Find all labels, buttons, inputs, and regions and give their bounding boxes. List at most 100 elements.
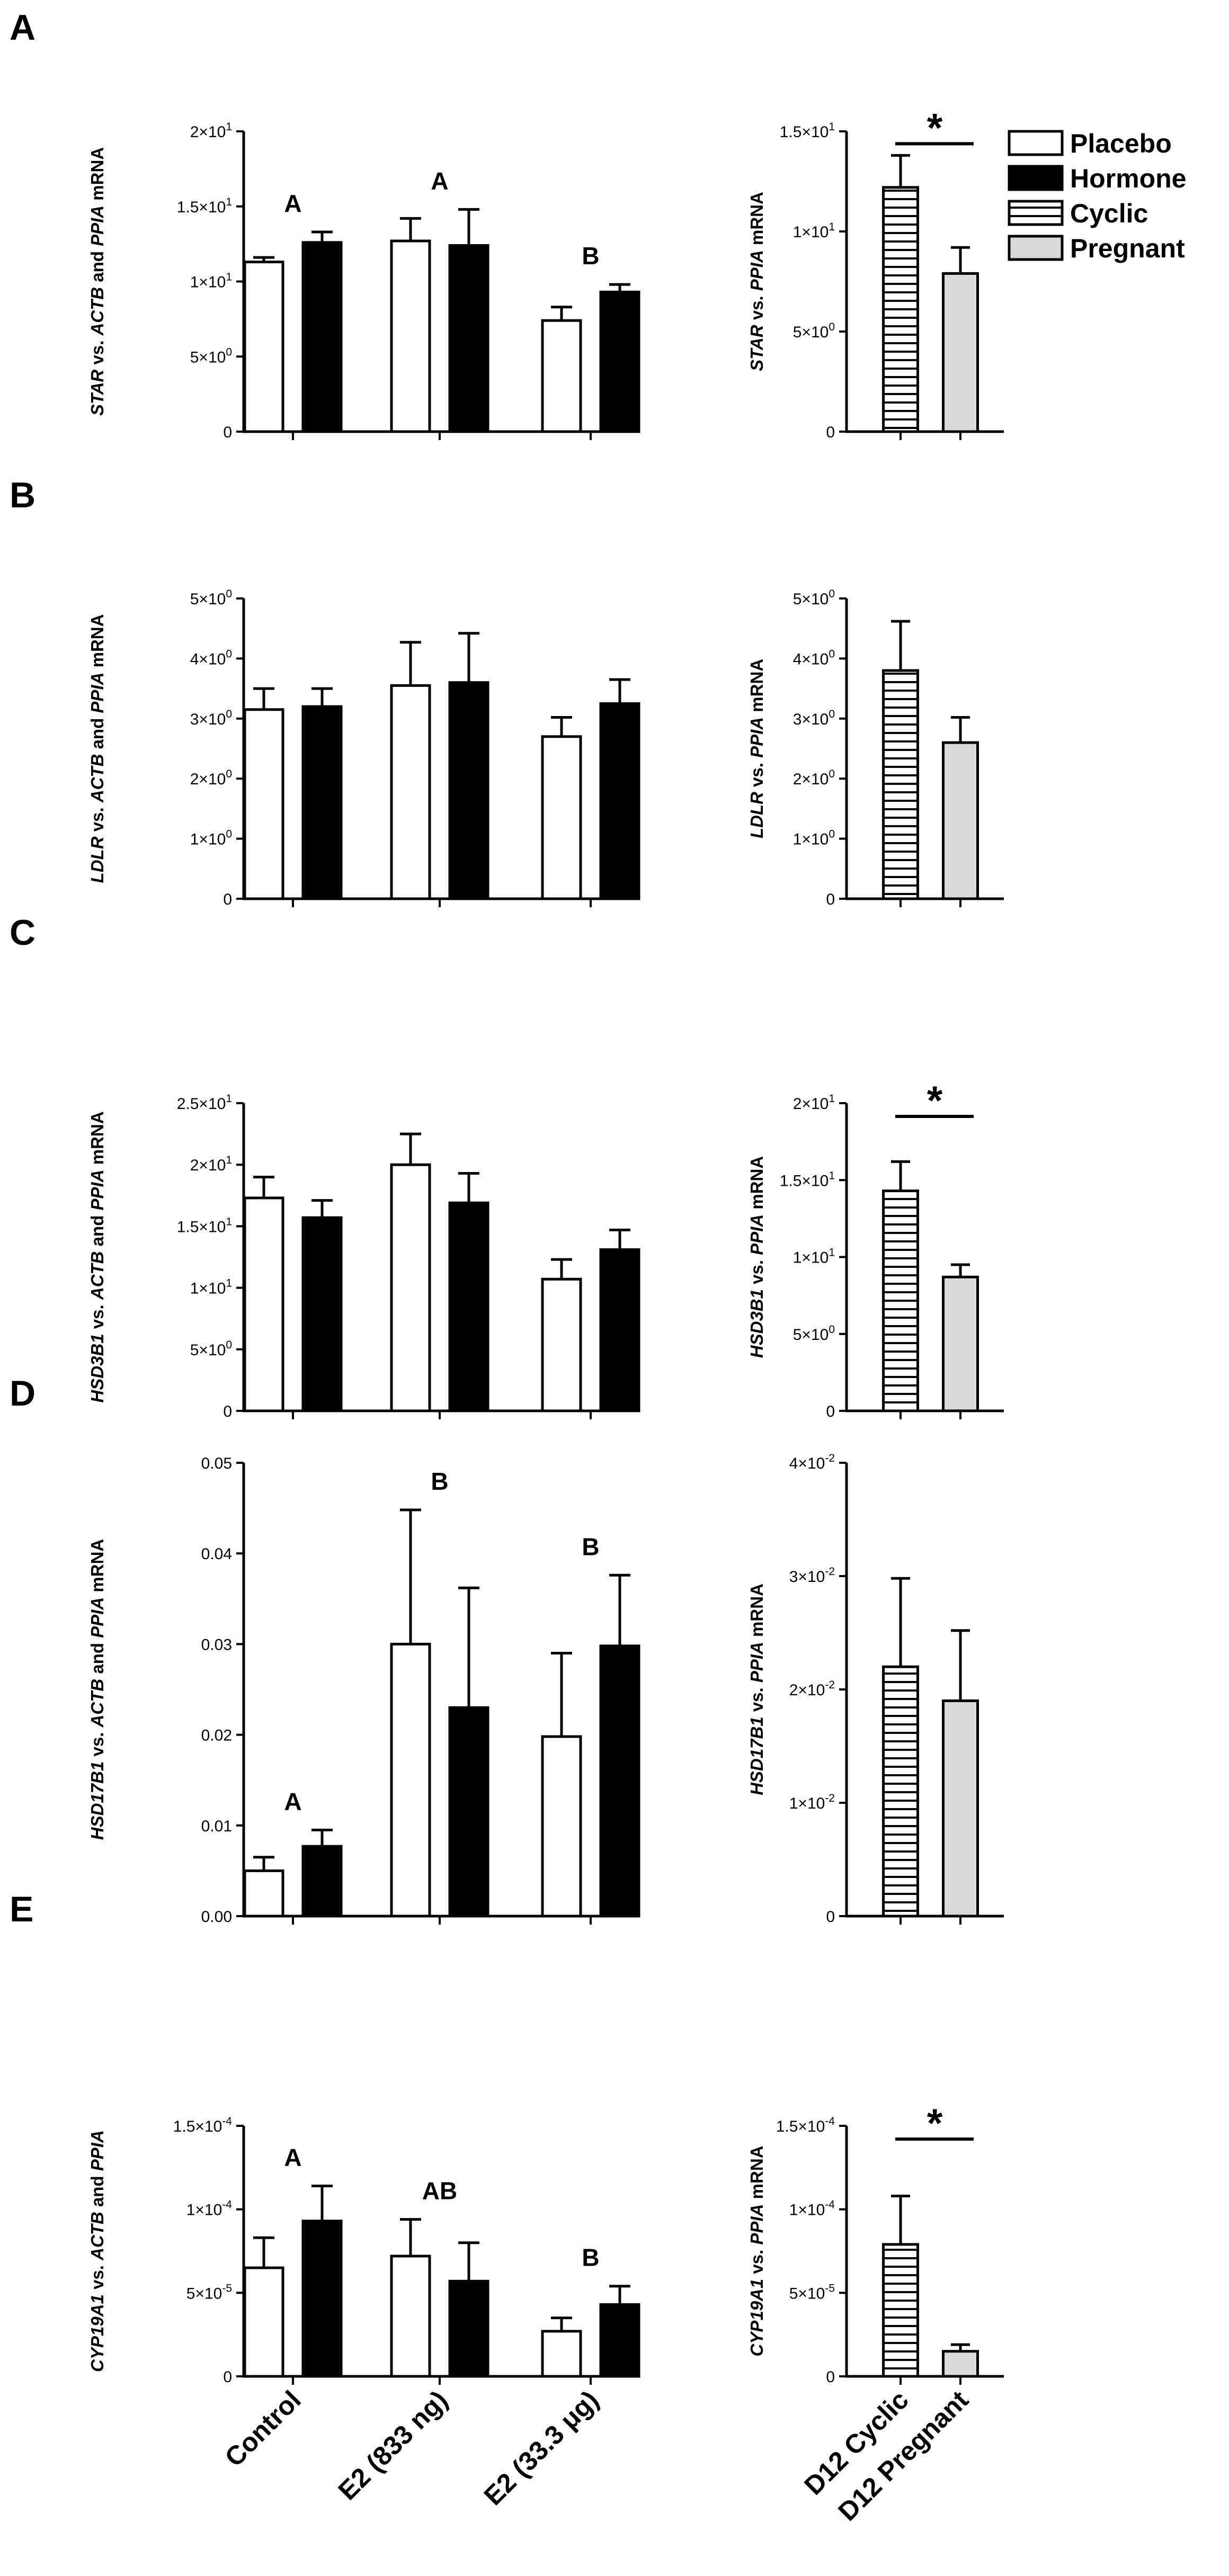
bar-placebo: [243, 2266, 284, 2378]
significance-letter: A: [284, 2144, 301, 2171]
panel-E: E 0 5×10-5 1×10-4 1.5×10-4 CYP19A1 vs. ACTB a…: [10, 1889, 1004, 2386]
bar-hormone: [301, 705, 343, 900]
bar-hormone: [599, 702, 640, 900]
y-tick-label: 1×100: [793, 828, 835, 848]
bar-placebo: [243, 708, 284, 900]
panel-letter-D: D: [10, 1373, 35, 1414]
y-tick-label: 3×10-2: [789, 1566, 835, 1586]
y-tick-label: 1.5×101: [177, 1215, 232, 1236]
significance-star: *: [927, 2101, 943, 2146]
right-chart-B: 0 1×100 2×100 3×100 4×100 5×100 LDLR vs. PPIA …: [747, 588, 1004, 908]
y-tick-label: 5×100: [190, 588, 232, 608]
panel-A: A 0 5×100 1×101 1.5×101 2×101 STAR vs. ACTB an…: [10, 7, 1004, 441]
y-tick-label: 1.5×10-4: [776, 2115, 835, 2135]
y-tick-label: 0: [826, 1403, 835, 1420]
significance-letter: B: [582, 2244, 599, 2271]
y-tick-label: 0: [223, 891, 232, 908]
y-tick-label: 4×10-2: [789, 1452, 835, 1472]
bar-hormone: [301, 1845, 343, 1918]
y-tick-label: 0.01: [201, 1818, 232, 1835]
y-tick-label: 0: [223, 2368, 232, 2386]
y-tick-label: 0.00: [201, 1908, 232, 1926]
y-tick-label: 0: [826, 2368, 835, 2386]
bar-hormone: [448, 1706, 489, 1918]
bar-pregnant: [942, 1275, 979, 1412]
right-chart-E: 0 5×10-5 1×10-4 1.5×10-4 CYP19A1 vs. PPIA mR…: [747, 2101, 1004, 2386]
significance-letter: AB: [422, 2177, 457, 2205]
x-category-label: E2 (33.3 μg): [478, 2385, 604, 2511]
bar-cyclic: [882, 1189, 919, 1412]
x-axis-category-labels: Control E2 (833 ng) E2 (33.3 μg) D12 Cyclic…: [219, 2385, 975, 2527]
bar-placebo: [541, 2330, 582, 2378]
panel-B: B 0 1×100 2×100 3×100 4×100 5×100 LDLR vs. ACTB…: [10, 475, 1004, 908]
y-tick-label: 2×100: [793, 768, 835, 788]
panel-letter-E: E: [10, 1889, 33, 1929]
bar-pregnant: [942, 272, 979, 433]
y-tick-label: 0.03: [201, 1636, 232, 1653]
y-axis-title: STAR vs. PPIA mRNA: [747, 192, 767, 371]
y-tick-label: 2×101: [190, 1154, 232, 1174]
significance-letter: B: [431, 1468, 448, 1495]
bar-placebo: [541, 1277, 582, 1412]
bar-hormone: [599, 1644, 640, 1918]
bar-hormone: [448, 244, 489, 433]
y-tick-label: 4×100: [793, 648, 835, 668]
y-tick-label: 3×100: [793, 708, 835, 728]
y-tick-label: 5×100: [793, 321, 835, 341]
y-tick-label: 1×101: [190, 271, 232, 291]
significance-letter: B: [582, 1533, 599, 1560]
significance-letter: A: [431, 167, 448, 194]
panel-letter-B: B: [10, 475, 35, 515]
y-tick-label: 0.04: [201, 1545, 232, 1563]
significance-letter: A: [284, 190, 301, 217]
right-chart-D: 0 1×10-2 2×10-2 3×10-2 4×10-2 HSD17B1 vs. PPI…: [747, 1452, 1004, 1926]
bar-hormone: [599, 290, 640, 433]
legend-swatch-hormone: [1008, 165, 1064, 191]
panel-D: D 0.00 0.01 0.02 0.03 0.04 0.05 HSD17B1 vs. ACT…: [10, 1373, 1004, 1926]
bar-hormone: [448, 2279, 489, 2378]
bar-hormone: [301, 241, 343, 433]
y-tick-label: 1.5×101: [780, 1169, 835, 1189]
y-tick-label: 4×100: [190, 648, 232, 668]
y-tick-label: 0: [826, 891, 835, 908]
legend-label-cyclic: Cyclic: [1070, 199, 1148, 228]
y-tick-label: 1.5×10-4: [173, 2115, 233, 2135]
y-tick-label: 5×10-5: [186, 2282, 232, 2302]
bar-hormone: [448, 681, 489, 900]
left-chart-E: 0 5×10-5 1×10-4 1.5×10-4 CYP19A1 vs. ACTB an…: [87, 2115, 640, 2386]
bar-pregnant: [942, 1699, 979, 1918]
significance-letter: B: [582, 242, 599, 270]
right-chart-C: 0 5×100 1×101 1.5×101 2×101 HSD3B1 vs. PPIA m…: [747, 1078, 1004, 1420]
bar-placebo: [541, 735, 582, 900]
y-tick-label: 1×101: [793, 221, 835, 241]
y-tick-label: 1×100: [190, 828, 232, 848]
bar-placebo: [243, 1869, 284, 1918]
x-category-label: E2 (833 ng): [333, 2385, 453, 2506]
left-chart-B: 0 1×100 2×100 3×100 4×100 5×100 LDLR vs. ACTB …: [87, 588, 640, 908]
y-axis-title: CYP19A1 vs. PPIA mRNA: [747, 2145, 767, 2356]
left-chart-C: 0 5×100 1×101 1.5×101 2×101 2.5×101 HSD3B1 vs.…: [87, 1093, 640, 1420]
y-tick-label: 0.02: [201, 1727, 232, 1745]
y-tick-label: 0: [223, 1403, 232, 1420]
y-axis-title: HSD17B1 vs. ACTB and PPIA mRNA: [87, 1539, 107, 1840]
right-chart-A: 0 5×100 1×101 1.5×101 STAR vs. PPIA mRNA *: [747, 105, 1004, 441]
y-axis-title: LDLR vs. ACTB and PPIA mRNA: [87, 614, 107, 883]
x-category-label: Control: [219, 2385, 307, 2472]
bar-placebo: [390, 1642, 431, 1918]
panel-letter-C: C: [10, 913, 35, 953]
y-tick-label: 5×100: [190, 1339, 232, 1359]
y-tick-label: 3×100: [190, 708, 232, 728]
bar-placebo: [243, 1196, 284, 1412]
y-tick-label: 1×10-4: [789, 2199, 835, 2219]
y-axis-title: HSD17B1 vs. PPIA mRNA: [747, 1584, 767, 1795]
y-axis-title: LDLR vs. PPIA mRNA: [747, 659, 767, 838]
bar-hormone: [448, 1201, 489, 1412]
bar-placebo: [541, 1735, 582, 1918]
legend: Placebo Hormone Cyclic Pregnant: [1008, 129, 1186, 263]
y-tick-label: 1.5×101: [780, 121, 835, 141]
left-chart-A: 0 5×100 1×101 1.5×101 2×101 STAR vs. ACTB and…: [87, 121, 640, 441]
bar-hormone: [599, 1248, 640, 1412]
legend-swatch-pregnant: [1008, 235, 1064, 261]
significance-star: *: [927, 105, 943, 150]
